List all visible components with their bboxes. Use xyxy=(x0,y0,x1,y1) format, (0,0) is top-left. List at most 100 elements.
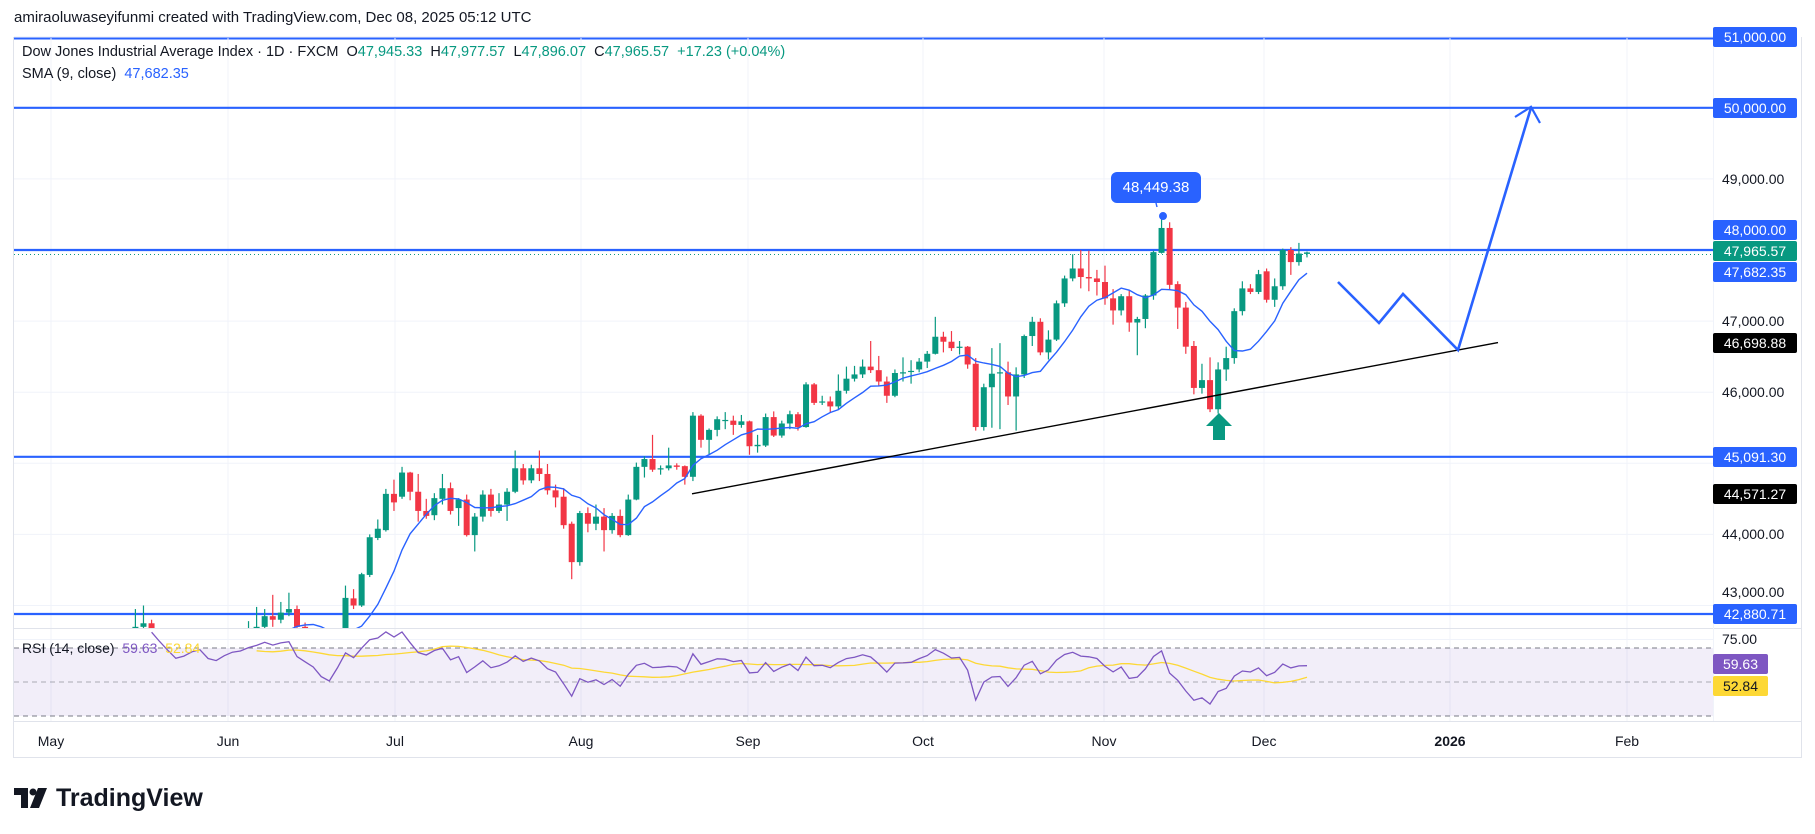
candle xyxy=(261,609,268,628)
candle-body xyxy=(908,370,915,373)
candle-body xyxy=(261,616,268,627)
candle xyxy=(1207,357,1214,413)
high-prefix: H xyxy=(430,44,441,60)
candle xyxy=(1029,316,1036,346)
projection-path[interactable] xyxy=(1337,107,1533,353)
price-axis-label: 47,000.00 xyxy=(1722,313,1785,330)
candle xyxy=(1085,250,1092,292)
candle-body xyxy=(294,609,300,627)
candle xyxy=(1005,361,1012,405)
candle-body xyxy=(358,574,365,606)
candle-body xyxy=(1190,345,1197,388)
candle-body xyxy=(44,755,50,762)
candle xyxy=(996,343,1003,430)
support-trendline[interactable] xyxy=(691,341,1499,495)
candle xyxy=(1174,281,1181,329)
candle xyxy=(552,484,559,508)
high-price-callout[interactable]: 48,449.38 xyxy=(1111,172,1201,203)
candle xyxy=(544,464,551,495)
candle-body xyxy=(520,468,527,481)
candle xyxy=(487,488,494,517)
candle-body xyxy=(1118,296,1125,311)
symbol-title[interactable]: Dow Jones Industrial Average Index · 1D … xyxy=(22,44,339,60)
sma-label[interactable]: SMA (9, close) xyxy=(22,66,117,82)
rsi-legend[interactable]: RSI (14, close) 59.63 52.84 xyxy=(22,640,200,656)
candle-body xyxy=(1198,380,1205,388)
candle xyxy=(1247,284,1254,295)
price-axis-label: 44,000.00 xyxy=(1722,526,1785,543)
candle-body xyxy=(883,381,890,396)
candle xyxy=(1166,222,1173,290)
candle xyxy=(1118,294,1125,316)
up-arrow-icon xyxy=(1206,413,1232,440)
sma-line xyxy=(291,272,1308,628)
candle-body xyxy=(1029,321,1036,337)
candle xyxy=(374,519,381,541)
symbol-legend[interactable]: Dow Jones Industrial Average Index · 1D … xyxy=(22,44,785,60)
tradingview-logo[interactable]: TradingView xyxy=(14,783,203,812)
candle xyxy=(479,490,486,522)
candle-body xyxy=(1287,250,1294,263)
candle-body xyxy=(1134,318,1141,323)
candle xyxy=(520,464,527,485)
candle-body xyxy=(722,419,729,422)
vertical-gridlines xyxy=(50,38,1628,721)
candle-body xyxy=(399,472,406,497)
candle-body xyxy=(972,363,979,428)
price-axis-tag: 46,698.88 xyxy=(1713,332,1797,353)
candle-body xyxy=(1150,252,1157,296)
candle xyxy=(916,358,923,373)
candle xyxy=(746,420,753,455)
candle xyxy=(366,534,373,578)
candle-body xyxy=(544,473,551,491)
candle xyxy=(681,465,688,485)
candle xyxy=(1021,334,1028,378)
horizontal-levels[interactable] xyxy=(14,37,1713,616)
candle xyxy=(310,630,316,646)
price-axis-tag: 47,965.57 xyxy=(1713,241,1797,261)
candle-body xyxy=(1166,227,1173,285)
candle-body xyxy=(1223,358,1230,370)
rsi-label[interactable]: RSI (14, close) xyxy=(22,640,115,656)
candle-body xyxy=(552,490,559,498)
candle xyxy=(1198,363,1205,394)
candle-body xyxy=(617,515,624,536)
candle-body xyxy=(689,415,696,477)
rsi-axis-tag: 52.84 xyxy=(1713,676,1768,696)
candle-body xyxy=(350,598,357,606)
candles xyxy=(44,218,1310,762)
candle-body xyxy=(1247,288,1254,292)
candle-body xyxy=(843,378,850,391)
candle-body xyxy=(463,499,470,536)
candle-body xyxy=(706,429,713,440)
logo-text: TradingView xyxy=(56,783,203,812)
candle xyxy=(722,412,729,430)
candle-body xyxy=(1021,336,1028,375)
candle-body xyxy=(512,468,519,492)
candle xyxy=(689,412,696,482)
price-axis-label: 46,000.00 xyxy=(1722,384,1785,401)
candle xyxy=(940,331,947,353)
candle-body xyxy=(479,494,486,517)
candle xyxy=(1110,289,1117,325)
time-axis-label: Dec xyxy=(1251,733,1277,749)
rsi-axis-tag: 59.63 xyxy=(1713,654,1768,674)
candle xyxy=(1255,269,1262,295)
candle-body xyxy=(867,366,874,371)
open-value: 47,945.33 xyxy=(357,44,423,60)
candle-body xyxy=(455,499,462,509)
time-axis-label: Nov xyxy=(1091,733,1117,749)
candle xyxy=(948,331,955,351)
candle xyxy=(592,504,599,531)
projection-arrowhead-icon xyxy=(1514,105,1541,124)
candle-body xyxy=(924,353,931,362)
price-axis-label: 43,000.00 xyxy=(1722,583,1785,600)
candle xyxy=(811,382,818,405)
candle xyxy=(851,365,858,382)
candle xyxy=(1037,318,1044,356)
high-marker-dot xyxy=(1159,212,1167,221)
high-value: 47,977.57 xyxy=(440,44,506,60)
sma-legend[interactable]: SMA (9, close) 47,682.35 xyxy=(22,66,189,82)
candle xyxy=(859,359,866,378)
